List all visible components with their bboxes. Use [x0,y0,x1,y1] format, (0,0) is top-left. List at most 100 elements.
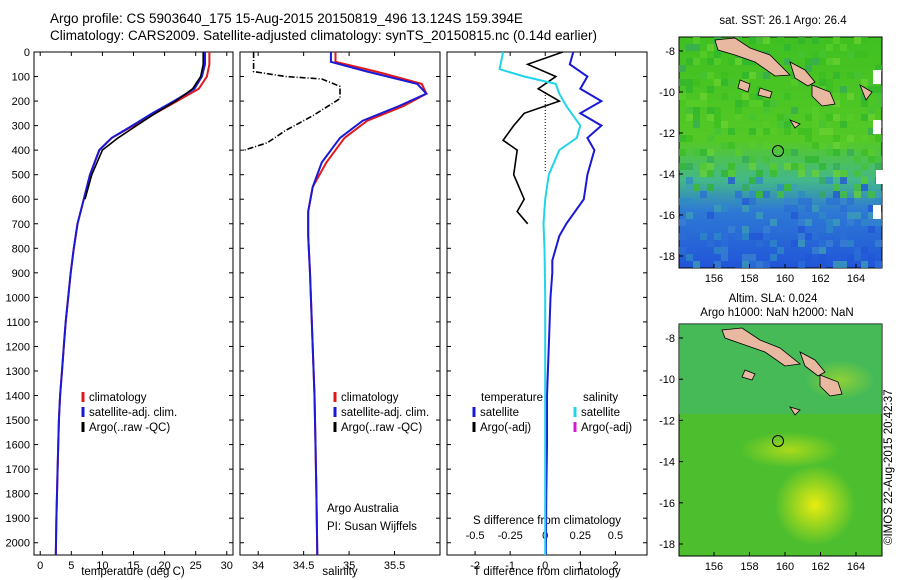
y-tick-label: 1800 [6,489,30,501]
sst-pixel [679,65,686,72]
map-y-tick-label: -18 [659,539,675,551]
sst-pixel [707,72,714,79]
sst-pixel [854,51,861,58]
sst-pixel [763,156,770,163]
sst-pixel [763,37,770,44]
sst-pixel [721,93,728,100]
sst-pixel [805,219,812,226]
sst-pixel [791,163,798,170]
sst-map-pixels [679,37,884,268]
sla-argo-marker [772,435,784,447]
sst-pixel [728,142,735,149]
sst-pixel [756,191,763,198]
sst-pixel [812,205,819,212]
sst-pixel [735,114,742,121]
legend-entry: Argo(..raw -QC) [89,422,170,434]
sst-pixel [854,37,861,44]
sst-pixel [798,37,805,44]
sst-pixel [805,226,812,233]
sst-pixel [812,58,819,65]
sla-mid-blob [740,432,840,468]
sst-pixel [770,100,777,107]
sst-pixel [861,79,868,86]
temperature-xlabel: temperature (deg C) [81,566,185,578]
sst-pixel [812,226,819,233]
sst-pixel [861,247,868,254]
sst-pixel [819,121,826,128]
sst-pixel [707,44,714,51]
sst-pixel [693,107,700,114]
y-tick-label: 1300 [6,366,30,378]
sst-pixel [805,58,812,65]
sst-pixel [784,184,791,191]
sst-pixel [847,135,854,142]
sst-pixel [749,177,756,184]
s-difference-xlabel: S difference from climatology [473,515,621,527]
sst-pixel [686,184,693,191]
sst-pixel [749,114,756,121]
sst-pixel [679,163,686,170]
sst-pixel [868,219,875,226]
sst-pixel [812,247,819,254]
sst-pixel [742,261,749,268]
map-x-tick-label: 156 [705,273,723,285]
y-tick-label: 0 [24,47,30,59]
sst-map-title: sat. SST: 26.1 Argo: 26.4 [719,15,847,27]
sst-pixel [763,121,770,128]
salinity-xlabel: salinity [322,566,357,578]
sst-pixel [749,254,756,261]
sst-pixel [784,44,791,51]
sst-pixel [693,226,700,233]
series-line-temperature-argo-adj- [501,51,564,225]
sla-high-blob [775,465,855,545]
sst-pixel [700,51,707,58]
sst-pixel [693,184,700,191]
sst-pixel [868,191,875,198]
sst-pixel [833,191,840,198]
sst-pixel [693,37,700,44]
y-tick-label: 500 [12,170,30,182]
sst-pixel [791,205,798,212]
sst-pixel [784,93,791,100]
sst-map: sat. SST: 26.1 Argo: 26.4 156 158 160 162 16… [659,15,884,285]
difference-panel: T difference from climatology S differen… [446,51,648,578]
sst-pixel [721,205,728,212]
y-tick-label: 400 [12,145,30,157]
sst-pixel [707,170,714,177]
map-y-tick-label: -16 [659,498,675,510]
sst-missing-pixel [873,120,881,134]
sst-pixel [812,107,819,114]
sst-pixel [777,184,784,191]
sst-pixel [826,198,833,205]
sst-pixel [854,156,861,163]
sst-pixel [798,240,805,247]
y-tick-label: 900 [12,268,30,280]
sst-pixel [840,142,847,149]
sst-pixel [714,128,721,135]
map-x-tick-label: 164 [847,273,865,285]
sst-pixel [861,37,868,44]
x-tick-label: 35.5 [384,560,405,572]
sst-pixel [735,198,742,205]
sst-pixel [854,170,861,177]
x-tick-label: 35 [343,560,355,572]
map-y-tick-label: -12 [659,128,675,140]
sst-pixel [777,121,784,128]
sst-pixel [875,191,882,198]
sst-pixel [868,128,875,135]
sst-pixel [798,191,805,198]
argo-australia-label: Argo Australia [327,503,399,515]
sst-pixel [798,51,805,58]
sst-pixel [721,121,728,128]
salinity-legend: climatology satellite-adj. clim. Argo(..ra… [333,392,429,434]
sst-pixel [833,58,840,65]
sst-pixel [840,121,847,128]
sst-pixel [763,191,770,198]
pi-label: PI: Susan Wijffels [327,521,417,533]
sst-pixel [798,79,805,86]
sst-pixel [833,114,840,121]
sst-pixel [812,114,819,121]
sst-pixel [847,149,854,156]
sst-pixel [861,51,868,58]
